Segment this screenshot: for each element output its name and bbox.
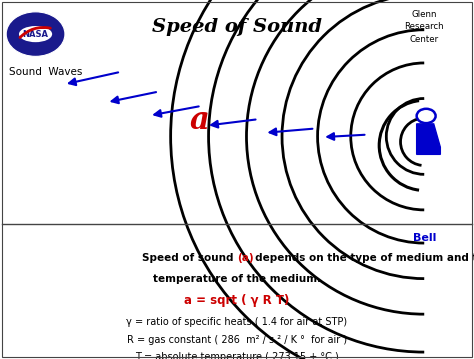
Text: Speed of Sound: Speed of Sound [152,18,322,36]
Polygon shape [417,124,440,154]
Bar [0,224,474,359]
Text: Speed of sound: Speed of sound [142,253,237,264]
Circle shape [417,109,436,123]
Circle shape [6,12,65,56]
Text: Glenn
Research
Center: Glenn Research Center [404,10,444,44]
Text: (a): (a) [237,253,254,264]
Text: T = absolute temperature ( 273.15 + °C ): T = absolute temperature ( 273.15 + °C ) [135,352,339,359]
Text: NASA: NASA [23,29,48,39]
Text: Bell: Bell [412,233,436,243]
Text: temperature of the medium.: temperature of the medium. [153,274,321,284]
Ellipse shape [19,26,52,42]
Text: Sound  Waves: Sound Waves [9,67,83,77]
Text: a = sqrt ( γ R T): a = sqrt ( γ R T) [184,294,290,307]
FancyArrowPatch shape [20,28,50,37]
Text: γ = ratio of specific heats ( 1.4 for air at STP): γ = ratio of specific heats ( 1.4 for ai… [127,317,347,327]
Text: R = gas constant ( 286  m² / s ² / K °  for air ): R = gas constant ( 286 m² / s ² / K ° fo… [127,335,347,345]
Bar [0,0,474,224]
Text: depends on the type of medium and the: depends on the type of medium and the [237,253,474,264]
Text: a: a [189,105,209,136]
